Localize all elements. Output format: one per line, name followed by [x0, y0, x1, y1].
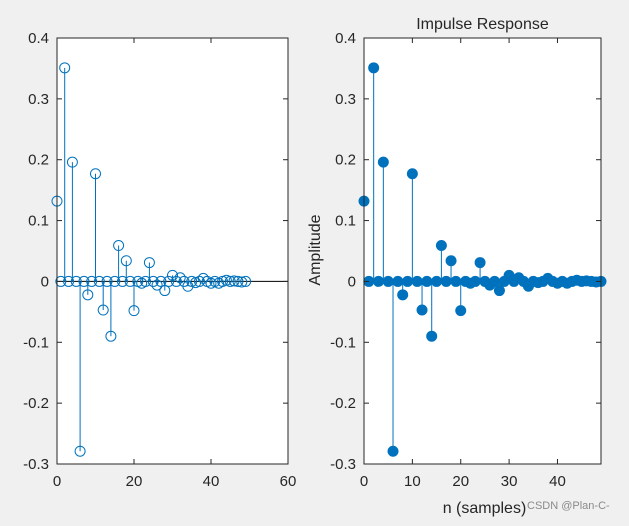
right-marker-9	[402, 275, 414, 287]
right-xtick-label-1: 10	[404, 473, 421, 490]
right-marker-10	[406, 168, 418, 180]
right-ytick-label-3: 0.1	[335, 213, 356, 230]
right-marker-20	[455, 305, 467, 317]
left-marker-31	[170, 275, 182, 287]
left-marker-45	[224, 275, 236, 287]
watermark-text: CSDN @Plan-C-	[527, 500, 610, 512]
right-ytick-label-7: -0.3	[330, 456, 356, 473]
left-marker-1	[55, 275, 67, 287]
left-marker-28	[159, 285, 171, 297]
left-marker-20	[128, 305, 140, 317]
right-ytick-label-0: 0.4	[335, 30, 356, 47]
left-axes-frame	[56, 37, 289, 465]
left-marker-25	[147, 275, 159, 287]
right-marker-28	[493, 285, 505, 297]
left-marker-27	[155, 275, 167, 287]
right-marker-15	[431, 275, 443, 287]
right-xtick-label-2: 20	[452, 473, 469, 490]
left-ytick-label-5: -0.1	[23, 334, 49, 351]
left-marker-14	[105, 330, 117, 342]
left-ytick-label-0: 0.4	[28, 30, 49, 47]
right-marker-14	[426, 330, 438, 342]
left-marker-3	[63, 275, 75, 287]
left-xtick-label-1: 20	[126, 473, 143, 490]
right-plot-area	[364, 38, 601, 464]
right-marker-17	[440, 275, 452, 287]
right-ytick-label-2: 0.2	[335, 152, 356, 169]
right-marker-27	[489, 275, 501, 287]
left-marker-11	[93, 275, 105, 287]
left-marker-12	[97, 304, 109, 316]
right-xtick-label-4: 40	[549, 473, 566, 490]
right-marker-7	[392, 275, 404, 287]
right-marker-12	[416, 304, 428, 316]
left-marker-5	[70, 275, 82, 287]
left-xtick-label-3: 60	[280, 473, 297, 490]
right-ytick-label-5: -0.1	[330, 334, 356, 351]
left-marker-9	[86, 275, 98, 287]
left-axes[interactable]: 0 20 40 60 0.4 0.3 0.2 0.1 0 -0.1 -0.2 -0.3	[23, 30, 296, 490]
right-y-axis-label: Amplitude	[307, 214, 324, 285]
left-ytick-label-1: 0.3	[28, 91, 49, 108]
left-marker-49	[240, 275, 252, 287]
left-marker-24	[143, 257, 155, 269]
right-xtick-label-3: 30	[501, 473, 518, 490]
left-marker-16	[113, 240, 125, 252]
left-marker-46	[228, 275, 240, 287]
right-marker-18	[445, 255, 457, 267]
right-marker-2	[368, 62, 380, 74]
right-marker-3	[373, 275, 385, 287]
left-marker-30	[167, 269, 178, 281]
left-marker-29	[163, 275, 175, 287]
right-marker-16	[435, 240, 447, 252]
left-xtick-label-2: 40	[203, 473, 220, 490]
right-marker-8	[397, 289, 409, 301]
left-marker-6	[74, 445, 86, 457]
left-marker-37	[193, 275, 205, 287]
left-marker-23	[140, 275, 152, 287]
right-marker-13	[421, 275, 433, 287]
right-ytick-label-4: 0	[348, 273, 356, 290]
left-marker-47	[232, 275, 244, 287]
right-xtick-label-0: 0	[360, 473, 368, 490]
left-marker-18	[120, 255, 132, 267]
left-xtick-label-0: 0	[53, 473, 61, 490]
left-marker-26	[151, 279, 163, 291]
left-marker-2	[59, 62, 71, 74]
right-marker-4	[377, 156, 389, 168]
left-marker-17	[116, 275, 128, 287]
right-chart-title: Impulse Response	[416, 16, 549, 33]
right-marker-11	[411, 275, 423, 287]
right-marker-23	[469, 275, 481, 287]
right-marker-24	[474, 257, 486, 269]
right-marker-19	[450, 275, 462, 287]
right-ytick-label-1: 0.3	[335, 91, 356, 108]
left-marker-7	[78, 275, 90, 287]
left-marker-38	[197, 272, 209, 284]
left-marker-4	[66, 156, 78, 168]
right-x-axis-label: n (samples)	[443, 500, 527, 517]
left-marker-19	[124, 275, 136, 287]
left-ytick-label-7: -0.3	[23, 456, 49, 473]
right-axes-frame	[363, 37, 602, 465]
left-ytick-label-3: 0.1	[28, 213, 49, 230]
left-plot-area	[57, 38, 288, 464]
left-ytick-label-4: 0	[41, 273, 49, 290]
left-ytick-label-6: -0.2	[23, 395, 49, 412]
right-marker-5	[382, 275, 394, 287]
left-marker-10	[90, 168, 101, 180]
left-marker-32	[174, 272, 186, 284]
right-axes[interactable]: 0 10 20 30 40 0.4 0.3 0.2 0.1 0 -0.1 -0.2 -0.3 Impuls…	[307, 16, 607, 517]
left-marker-15	[109, 275, 121, 287]
left-marker-8	[82, 289, 94, 301]
left-marker-13	[101, 275, 113, 287]
left-ytick-label-2: 0.2	[28, 152, 49, 169]
right-marker-6	[387, 445, 399, 457]
right-ytick-label-6: -0.2	[330, 395, 356, 412]
left-marker-48	[236, 276, 248, 288]
